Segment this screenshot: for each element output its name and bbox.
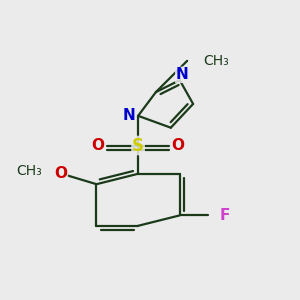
Text: O: O (92, 138, 104, 153)
Text: N: N (176, 67, 188, 82)
Text: O: O (54, 166, 67, 181)
Text: S: S (132, 136, 144, 154)
Text: CH₃: CH₃ (203, 54, 229, 68)
Text: CH₃: CH₃ (16, 164, 41, 178)
Text: F: F (220, 208, 230, 223)
Text: N: N (122, 108, 135, 123)
Text: O: O (172, 138, 185, 153)
